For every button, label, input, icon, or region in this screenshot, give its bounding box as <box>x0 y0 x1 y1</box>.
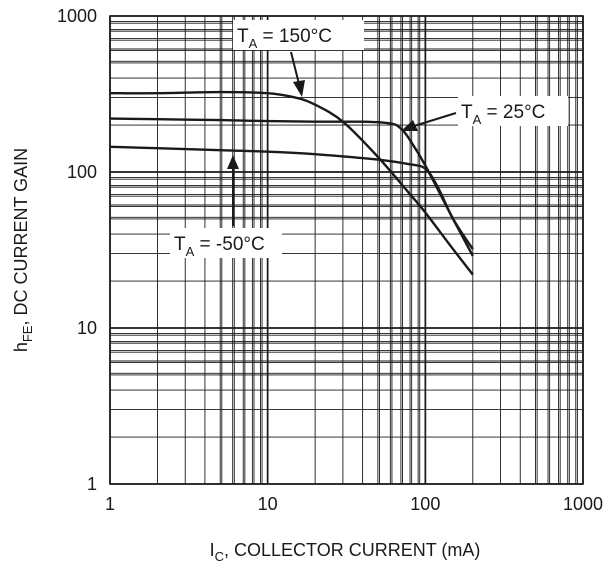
annotation-25c-sub: A <box>473 112 482 127</box>
svg-text:TA = 150°C: TA = 150°C <box>237 26 332 51</box>
annotation-25c: TA = 25°C <box>458 96 568 127</box>
y-tick-label: 10 <box>77 318 97 338</box>
annotation-150c-main: T <box>237 26 249 47</box>
annotation-150c-rest: = 150°C <box>257 26 332 47</box>
annotation-25c-rest: = 25°C <box>481 102 545 123</box>
tick-labels: 1 10 100 1000 1 10 100 1000 <box>57 6 603 514</box>
arrowhead-150c <box>293 80 305 97</box>
annotation-minus50c: TA = -50°C <box>170 228 282 259</box>
arrowhead-minus50c <box>227 155 239 169</box>
annotation-minus50c-rest: = -50°C <box>194 234 264 255</box>
arrow-150c <box>290 51 300 85</box>
x-tick-label: 1 <box>105 494 115 514</box>
annotation-minus50c-main: T <box>174 234 186 255</box>
series-line-150c <box>109 90 474 276</box>
x-tick-label: 100 <box>410 494 440 514</box>
svg-text:TA = -50°C: TA = -50°C <box>174 234 265 259</box>
series-line-minus50c <box>109 145 474 250</box>
x-axis-label: IC, COLLECTOR CURRENT (mA) <box>210 540 481 564</box>
y-tick-label: 1000 <box>57 6 97 26</box>
annotation-150c: TA = 150°C <box>233 20 364 51</box>
plot-frame <box>109 15 584 485</box>
svg-text:TA = 25°C: TA = 25°C <box>461 102 545 127</box>
arrowhead-25c <box>401 120 418 131</box>
annotation-arrows <box>227 51 457 226</box>
y-tick-label: 100 <box>67 162 97 182</box>
curves <box>109 90 474 276</box>
annotation-25c-main: T <box>461 102 473 123</box>
y-axis-label: hFE, DC CURRENT GAIN <box>11 148 35 352</box>
y-tick-label: 1 <box>87 474 97 494</box>
arrow-25c <box>413 112 457 127</box>
annotation-minus50c-sub: A <box>186 244 195 259</box>
annotation-150c-sub: A <box>249 36 258 51</box>
x-tick-label: 10 <box>258 494 278 514</box>
x-tick-label: 1000 <box>563 494 603 514</box>
